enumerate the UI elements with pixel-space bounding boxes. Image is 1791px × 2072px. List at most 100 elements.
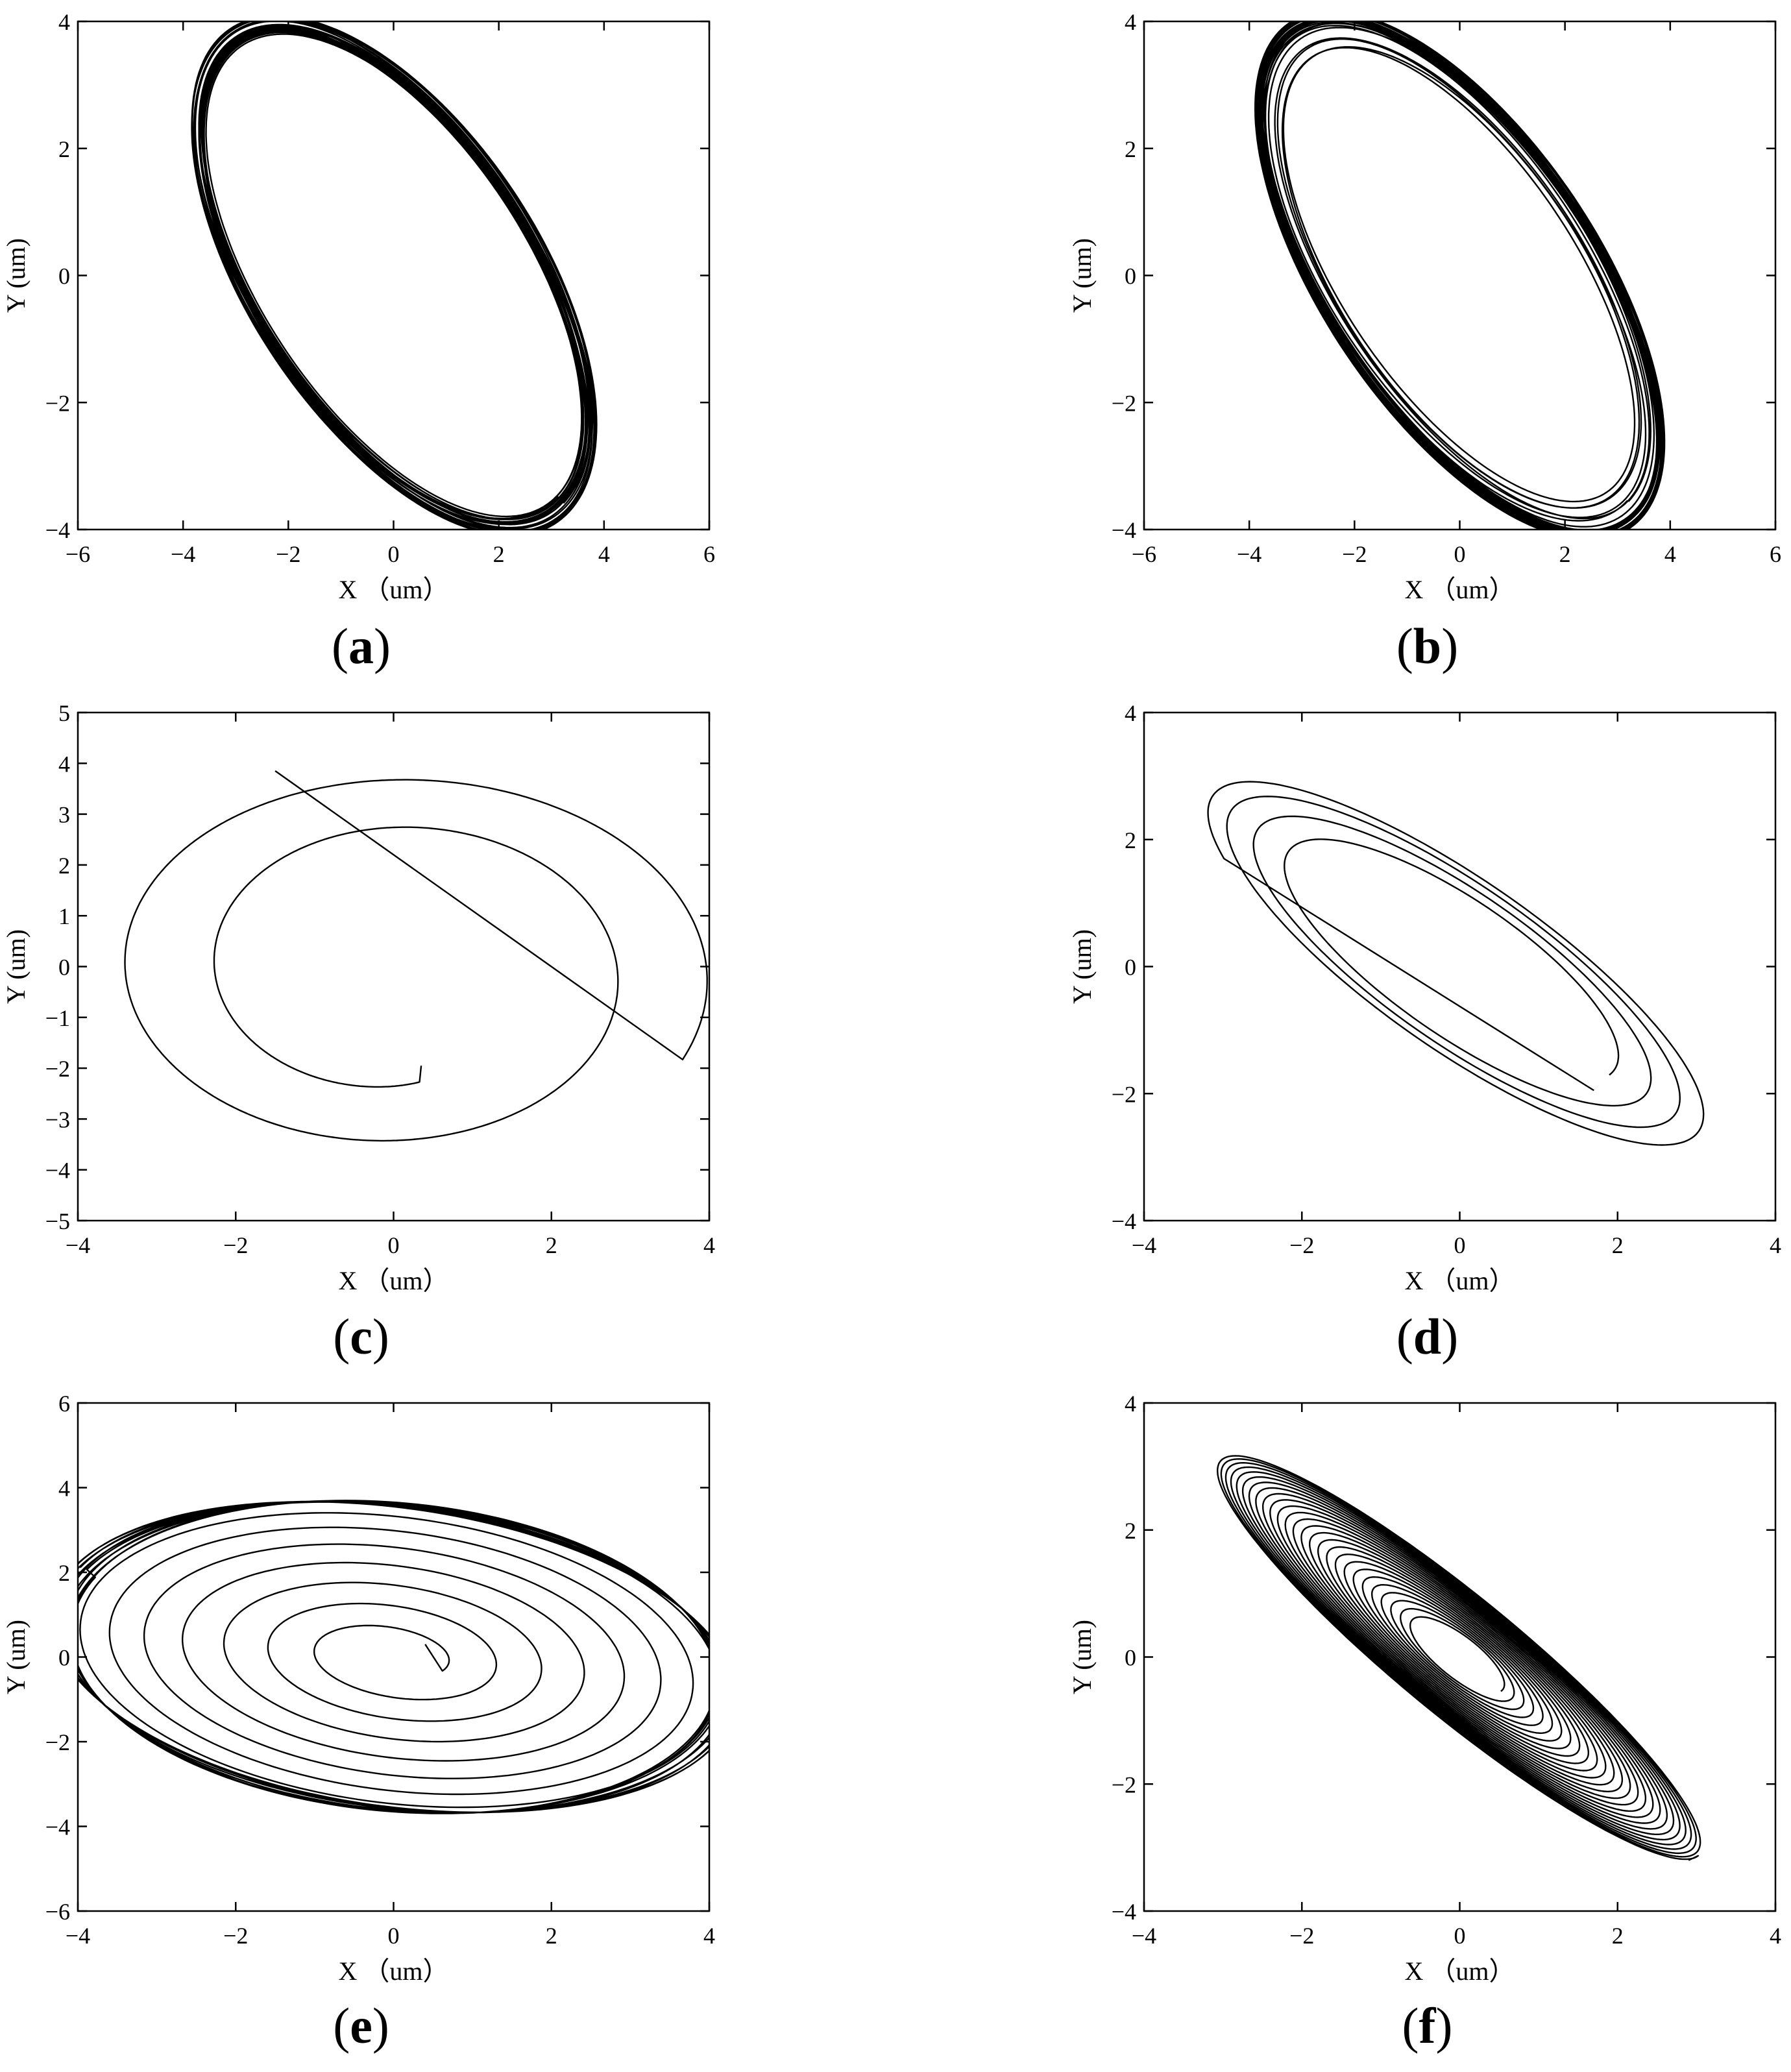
x-axis-label: X （um） [339,1266,449,1295]
panel-label-a: (a) [332,618,391,674]
x-tick-label: 4 [1664,541,1676,567]
x-tick-label: 4 [1770,1232,1781,1258]
x-tick-label: −2 [1342,541,1367,567]
x-tick-label: −2 [276,541,300,567]
plot-frame [77,1402,711,1912]
panel-label-d: (d) [1396,1308,1458,1365]
x-tick-label: −4 [1237,541,1261,567]
plot-frame [77,711,711,1222]
series-line-a-0 [191,21,598,530]
x-tick-label: −4 [66,1232,90,1258]
x-tick-label: 2 [493,541,505,567]
x-axis-label: X （um） [339,575,449,604]
x-tick-label: −4 [1132,1923,1156,1949]
plot-frame [1143,711,1777,1222]
y-tick-label: 2 [58,1560,70,1586]
y-tick-label: 4 [1125,1391,1136,1417]
y-tick-label: 4 [1125,9,1136,35]
x-tick-label: 0 [1454,1232,1466,1258]
y-tick-label: 2 [1125,136,1136,162]
x-tick-label: 4 [1770,1923,1781,1949]
x-axis-label: X （um） [339,1956,449,1986]
plot-frame [77,20,711,531]
panel-label-f: (f) [1402,1997,1453,2054]
x-tick-label: −6 [1132,541,1156,567]
x-tick-label: −4 [171,541,195,567]
x-tick-label: −2 [1289,1232,1314,1258]
series-line-f-0 [1217,1455,1701,1861]
y-tick-label: −4 [45,1158,70,1184]
y-tick-label: 1 [58,903,70,929]
x-tick-label: −4 [66,1923,90,1949]
y-tick-label: 0 [1125,263,1136,289]
series-line-c-0 [124,770,708,1142]
y-tick-label: 0 [1125,1645,1136,1671]
x-tick-label: −6 [66,541,90,567]
y-tick-label: −4 [1112,1899,1136,1925]
panel-label-c: (c) [333,1308,389,1365]
series-line-b-0 [1254,21,1666,530]
x-tick-label: 2 [1559,541,1571,567]
x-tick-label: −2 [1289,1923,1314,1949]
y-tick-label: 2 [1125,827,1136,853]
series-line-d-0 [1207,781,1705,1146]
y-tick-label: −1 [45,1005,70,1031]
y-axis-label: Y (um) [1067,1620,1097,1694]
y-axis-label: Y (um) [1067,238,1097,313]
y-tick-label: −2 [45,1056,70,1082]
x-tick-label: 0 [1454,1923,1466,1949]
x-axis-label: X （um） [1405,575,1515,604]
y-tick-label: −2 [1112,1772,1136,1798]
series-line-e-0 [78,1500,709,1814]
y-tick-label: 4 [1125,700,1136,726]
y-tick-label: −2 [45,1729,70,1755]
y-tick-label: 0 [58,1645,70,1671]
y-tick-label: −5 [45,1208,70,1234]
y-axis-label: Y (um) [1,929,30,1004]
y-tick-label: −2 [1112,390,1136,416]
y-tick-label: −4 [45,517,70,543]
y-tick-label: 5 [58,700,70,726]
y-tick-label: −2 [1112,1081,1136,1107]
y-tick-label: 0 [58,263,70,289]
x-tick-label: 0 [388,1923,400,1949]
x-tick-label: 2 [546,1232,557,1258]
y-tick-label: 4 [58,751,70,777]
chart-panel-f: −4 −2 0 2 4 −4 −2 0 2 4 X （um） Y (um) (f) [1067,1391,1781,2054]
x-tick-label: 6 [703,541,715,567]
y-tick-label: −6 [45,1899,70,1925]
x-tick-label: 6 [1770,541,1781,567]
x-tick-label: 0 [388,1232,400,1258]
y-tick-label: 2 [1125,1518,1136,1544]
x-axis-label: X （um） [1405,1956,1515,1986]
y-tick-label: −4 [1112,1208,1136,1234]
x-tick-label: 0 [388,541,400,567]
y-tick-label: 4 [58,1476,70,1502]
x-tick-label: 4 [598,541,610,567]
x-tick-label: −2 [223,1923,248,1949]
y-tick-label: 2 [58,853,70,879]
panel-label-b: (b) [1396,618,1458,674]
y-axis-label: Y (um) [1,238,30,313]
x-tick-label: −2 [223,1232,248,1258]
y-tick-label: 0 [1125,955,1136,981]
x-tick-label: 4 [703,1232,715,1258]
y-tick-label: 4 [58,9,70,35]
x-tick-label: 2 [1612,1923,1624,1949]
y-axis-label: Y (um) [1,1620,30,1694]
y-axis-label: Y (um) [1067,929,1097,1004]
y-tick-label: 2 [58,136,70,162]
y-tick-label: 3 [58,802,70,828]
chart-panel-d: −4 −2 0 2 4 −4 −2 0 2 4 X （um） Y (um) (d) [1067,700,1781,1365]
y-tick-label: −2 [45,390,70,416]
x-tick-label: −4 [1132,1232,1156,1258]
y-tick-label: −4 [1112,517,1136,543]
y-tick-label: −3 [45,1106,70,1132]
x-tick-label: 4 [703,1923,715,1949]
x-tick-label: 2 [1612,1232,1624,1258]
